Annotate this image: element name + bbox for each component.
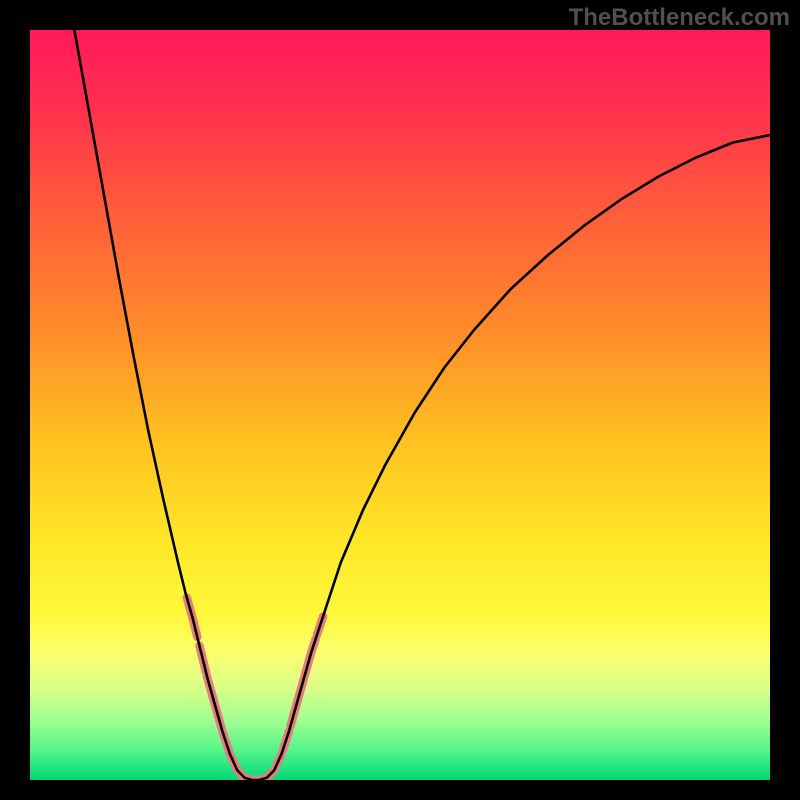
- gradient-background: [30, 30, 770, 780]
- bottleneck-chart: [0, 0, 800, 800]
- watermark-text: TheBottleneck.com: [569, 4, 790, 32]
